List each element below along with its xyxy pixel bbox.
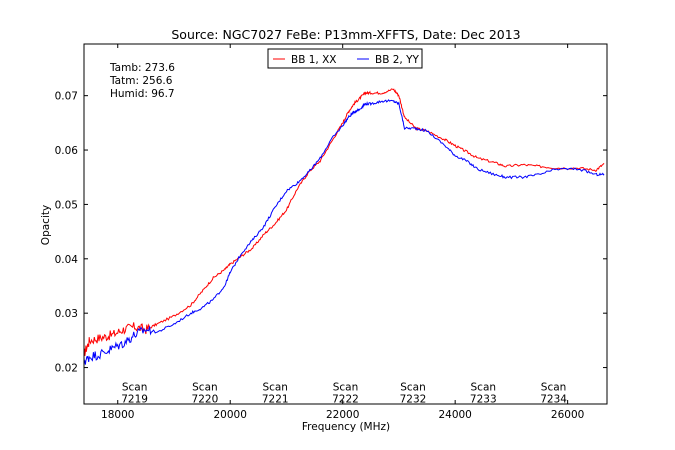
scan-label: Scan [192, 381, 218, 393]
series-line-2 [84, 99, 605, 365]
x-tick-label: 26000 [551, 409, 584, 421]
scan-label: Scan [262, 381, 288, 393]
scan-label: Scan [122, 381, 148, 393]
x-axis-label: Frequency (MHz) [302, 421, 390, 433]
y-tick-label: 0.05 [55, 199, 78, 211]
scan-number: 7233 [470, 393, 497, 405]
x-tick-label: 24000 [438, 409, 471, 421]
y-axis-label: Opacity [40, 205, 52, 245]
legend-box [267, 48, 423, 69]
legend: BB 1, XX BB 2, YY [267, 48, 423, 69]
chart-title: Source: NGC7027 FeBe: P13mm-XFFTS, Date:… [171, 27, 520, 42]
y-tick-label: 0.04 [55, 254, 79, 266]
scan-label: Scan [400, 381, 426, 393]
plot-frame [83, 43, 608, 405]
x-tick-label: 18000 [101, 409, 134, 421]
info-line: Humid: 96.7 [110, 88, 175, 100]
x-tick-label: 22000 [326, 409, 359, 421]
scan-number: 7232 [400, 393, 427, 405]
scan-label: Scan [541, 381, 567, 393]
legend-label: BB 1, XX [291, 54, 337, 66]
y-tick-label: 0.07 [55, 91, 78, 103]
series-line-1 [84, 88, 605, 356]
scan-number: 7219 [121, 393, 148, 405]
info-line: Tamb: 273.6 [109, 62, 175, 74]
y-tick-label: 0.02 [55, 363, 78, 375]
info-line: Tatm: 256.6 [109, 75, 173, 87]
scan-number: 7234 [540, 393, 567, 405]
scan-label: Scan [333, 381, 359, 393]
x-tick-label: 20000 [214, 409, 247, 421]
scan-label: Scan [471, 381, 497, 393]
axis-ticks: 18000 20000 22000 24000 26000 0.02 0.03 0.04 0.0… [55, 44, 607, 421]
legend-label: BB 2, YY [375, 54, 420, 66]
scan-number: 7222 [332, 393, 359, 405]
y-tick-label: 0.06 [55, 145, 79, 157]
plot-content [84, 88, 605, 365]
scan-number: 7221 [262, 393, 289, 405]
y-tick-label: 0.03 [55, 308, 78, 320]
scan-number: 7220 [192, 393, 219, 405]
